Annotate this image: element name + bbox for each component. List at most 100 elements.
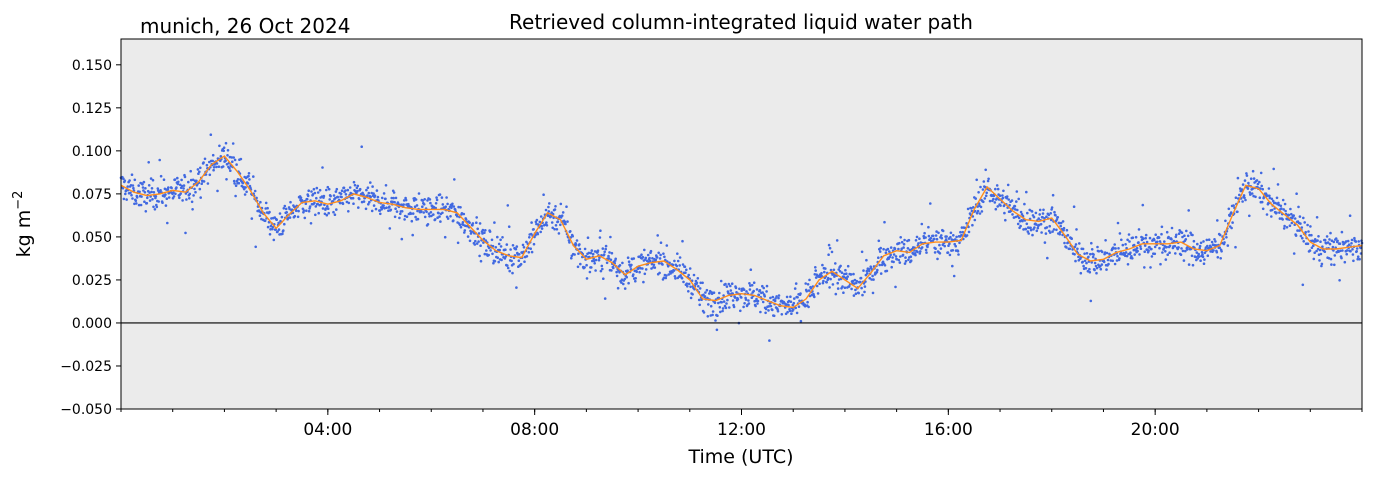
scatter-point [1345,249,1349,252]
scatter-point [1088,267,1091,271]
scatter-point [1210,240,1214,244]
scatter-point [224,141,228,145]
scatter-point [973,209,977,213]
scatter-point [594,258,598,262]
y-tick-label: −0.050 [60,402,112,418]
scatter-point [720,301,723,304]
scatter-point [336,195,340,199]
scatter-point [296,215,300,219]
scatter-point [1150,247,1153,251]
scatter-point [266,225,270,229]
scatter-point [846,275,849,278]
scatter-point [764,311,767,315]
scatter-point [610,251,614,255]
scatter-point [708,292,711,295]
scatter-point [471,222,475,225]
scatter-point [368,200,371,204]
scatter-point [198,170,201,174]
scatter-point [678,264,681,267]
scatter-point [813,295,816,299]
scatter-point [1329,231,1332,235]
scatter-point [131,197,134,200]
scatter-point [939,247,943,250]
scatter-point [602,277,605,281]
scatter-point [574,243,578,246]
scatter-point [833,274,837,277]
scatter-point [714,319,717,322]
scatter-point [1177,246,1180,249]
scatter-point [1133,253,1136,256]
scatter-point [1226,244,1230,247]
scatter-point [1164,250,1167,253]
scatter-point [1138,253,1141,256]
scatter-point [1052,228,1056,231]
scatter-point [135,196,139,199]
scatter-point [365,188,368,192]
scatter-point [1287,213,1291,217]
scatter-point [1049,212,1052,215]
scatter-point [898,241,901,245]
scatter-point [1058,230,1062,234]
y-tick-label: 0.100 [72,144,112,160]
scatter-point [1191,233,1194,237]
scatter-point [426,199,429,202]
scatter-point [1312,244,1315,247]
scatter-point [1216,219,1219,222]
scatter-point [332,194,336,197]
scatter-point [577,252,580,255]
scatter-point [722,294,725,297]
scatter-point [490,238,494,242]
scatter-point [762,286,765,290]
scatter-point [1045,226,1049,229]
scatter-point [1245,172,1248,175]
scatter-point [650,267,653,270]
scatter-point [1190,254,1194,258]
scatter-point [149,177,153,180]
scatter-point [899,236,902,239]
scatter-point [373,194,377,197]
scatter-point [1139,247,1143,250]
scatter-point [146,196,149,200]
scatter-point [205,163,209,167]
scatter-point [125,198,128,201]
scatter-point [568,241,571,244]
y-tick-label: −0.025 [60,359,112,375]
scatter-point [837,278,841,281]
scatter-point [790,312,793,316]
scatter-point [1016,214,1019,218]
scatter-point [1316,239,1319,242]
scatter-point [1089,252,1092,256]
scatter-point [374,207,378,211]
scatter-point [936,257,939,261]
scatter-point [1306,223,1309,227]
scatter-point [235,163,238,166]
scatter-point [1229,211,1233,214]
scatter-point [491,244,495,248]
scatter-point [657,262,661,265]
scatter-point [605,261,609,265]
scatter-point [532,228,535,231]
scatter-point [570,256,573,260]
scatter-point [362,193,365,196]
scatter-point [871,291,875,295]
scatter-point [689,296,693,300]
scatter-point [174,192,177,196]
scatter-point [1097,250,1101,253]
scatter-point [816,292,820,295]
scatter-point [1248,191,1252,194]
scatter-point [827,243,831,247]
scatter-point [725,285,729,288]
scatter-point [1157,236,1161,239]
scatter-point [508,269,512,273]
scatter-point [479,244,482,247]
scatter-point [831,283,835,286]
scatter-point [1134,235,1138,239]
scatter-point [1115,259,1119,262]
scatter-point [407,202,410,206]
scatter-point [1081,260,1084,264]
scatter-point [696,277,700,280]
scatter-point [1144,236,1147,240]
scatter-point [137,203,141,207]
scatter-point [505,243,509,246]
scatter-point [1192,239,1196,243]
